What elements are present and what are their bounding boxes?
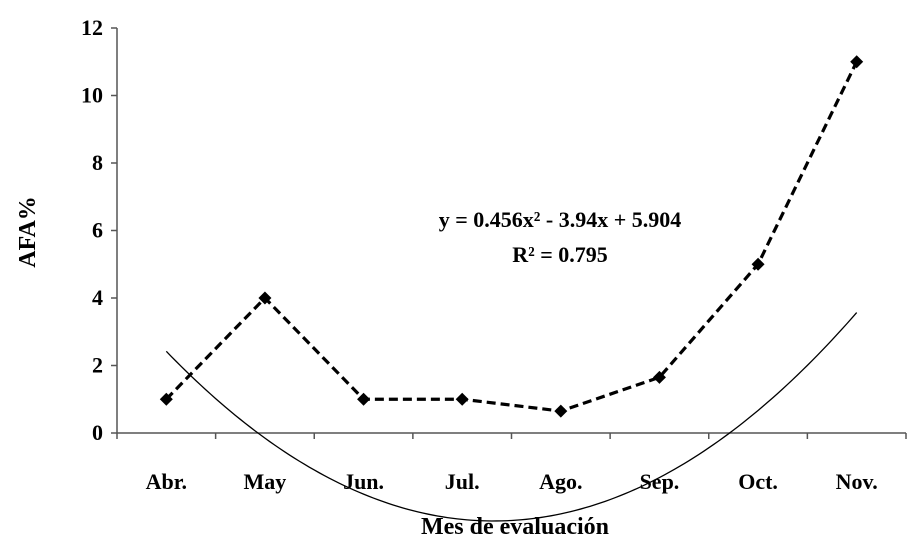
x-tick-label: Sep. [640,469,680,494]
y-tick-label: 4 [92,285,103,310]
x-axis-title: Mes de evaluación [421,514,609,540]
data-point-marker [554,404,568,418]
trendline-equation: y = 0.456x² - 3.94x + 5.904 [439,207,682,232]
data-series [159,55,864,418]
y-tick-label: 0 [92,420,103,445]
data-point-marker [652,370,666,384]
x-axis [116,432,907,439]
y-tick-labels: 0 2 4 6 8 10 12 [81,15,103,445]
x-tick-label: Jul. [445,469,480,494]
y-axis [111,27,118,434]
y-tick-label: 10 [81,83,103,108]
y-tick-label: 6 [92,218,103,243]
x-tick-label: Ago. [539,469,582,494]
x-tick-labels: Abr. May Jun. Jul. Ago. Sep. Oct. Nov. [146,469,878,494]
x-tick-label: Nov. [836,469,878,494]
x-tick-label: May [244,469,287,494]
data-point-marker [159,392,173,406]
trendline-curve [165,312,858,522]
y-tick-label: 12 [81,15,103,40]
y-tick-label: 8 [92,150,103,175]
r-squared-label: R² = 0.795 [512,242,608,267]
y-tick-label: 2 [92,353,103,378]
data-point-marker [751,257,765,271]
x-tick-label: Abr. [146,469,187,494]
x-tick-label: Oct. [738,469,778,494]
data-point-marker [455,392,469,406]
y-axis-title: AFA% [15,196,41,268]
series-line [165,61,859,413]
x-tick-label: Jun. [343,469,384,494]
data-point-marker [850,55,864,69]
data-point-marker [357,392,371,406]
trendline [165,312,858,522]
data-point-marker [258,291,272,305]
